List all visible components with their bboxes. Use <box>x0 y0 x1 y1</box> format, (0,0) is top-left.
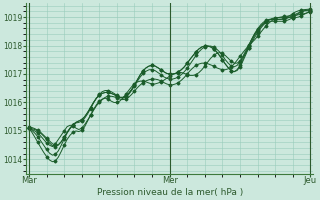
X-axis label: Pression niveau de la mer( hPa ): Pression niveau de la mer( hPa ) <box>97 188 243 197</box>
